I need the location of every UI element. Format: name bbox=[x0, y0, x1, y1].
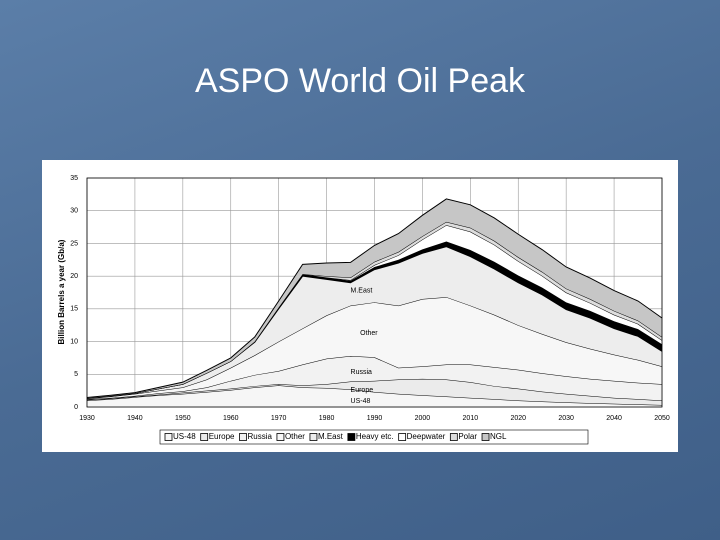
x-tick-label: 2050 bbox=[654, 415, 670, 422]
area-fill bbox=[87, 355, 662, 401]
legend-frame bbox=[159, 429, 589, 445]
legend-label: Other bbox=[285, 432, 305, 441]
legend-label: Deepwater bbox=[407, 432, 446, 441]
annotation: Other bbox=[360, 330, 378, 337]
y-tick-label: 15 bbox=[70, 306, 78, 313]
y-tick-label: 5 bbox=[74, 371, 78, 378]
area-fill bbox=[87, 378, 662, 406]
area-top-line bbox=[86, 198, 663, 399]
x-tick-label: 1990 bbox=[367, 415, 383, 422]
x-tick-label: 1970 bbox=[271, 415, 287, 422]
x-tick-label: 1960 bbox=[223, 415, 239, 422]
legend-swatch bbox=[276, 433, 285, 441]
y-tick-label: 35 bbox=[70, 175, 78, 182]
legend-swatch bbox=[481, 433, 490, 441]
legend-label: Heavy etc. bbox=[356, 432, 394, 441]
annotation: Europe bbox=[351, 387, 374, 394]
x-tick-label: 1980 bbox=[319, 415, 335, 422]
annotation: US-48 bbox=[351, 398, 371, 405]
y-tick-label: 0 bbox=[74, 404, 78, 411]
y-axis-label: Billion Barrels a year (Gb/a) bbox=[57, 239, 66, 344]
area-fill bbox=[87, 246, 662, 399]
legend-swatch bbox=[398, 433, 407, 441]
legend-swatch bbox=[347, 433, 356, 441]
legend-label: Europe bbox=[209, 432, 235, 441]
legend-label: M.East bbox=[318, 432, 344, 441]
legend-swatch bbox=[200, 433, 209, 441]
y-tick-label: 10 bbox=[70, 338, 78, 345]
legend-label: Russia bbox=[247, 432, 272, 441]
plot-frame bbox=[86, 177, 663, 408]
y-tick-label: 20 bbox=[70, 273, 78, 280]
y-tick-label: 30 bbox=[70, 208, 78, 215]
annotation: Russia bbox=[351, 369, 373, 376]
area-fill bbox=[87, 385, 662, 407]
legend-label: US-48 bbox=[173, 432, 196, 441]
legend-swatch bbox=[239, 433, 247, 441]
legend-swatch bbox=[164, 433, 173, 441]
y-tick-label: 25 bbox=[70, 240, 78, 247]
x-tick-label: 2030 bbox=[558, 415, 574, 422]
legend-swatch bbox=[449, 433, 458, 441]
slide-title: ASPO World Oil Peak bbox=[194, 62, 526, 100]
x-tick-label: 1930 bbox=[79, 415, 95, 422]
area-fill bbox=[87, 241, 662, 399]
legend-swatch bbox=[309, 433, 318, 441]
x-tick-label: 2040 bbox=[606, 415, 622, 422]
x-tick-label: 2020 bbox=[510, 415, 526, 422]
area-fill bbox=[87, 198, 662, 399]
annotation: M.East bbox=[351, 287, 373, 294]
legend: US-48 Europe Russia Other M.East Heavy etc. De… bbox=[159, 429, 589, 445]
x-tick-label: 1940 bbox=[127, 415, 143, 422]
area-fill bbox=[87, 297, 662, 400]
area-fill bbox=[87, 225, 662, 399]
x-tick-label: 1950 bbox=[175, 415, 191, 422]
legend-label: NGL bbox=[490, 432, 507, 441]
legend-label: Polar bbox=[458, 432, 477, 441]
x-tick-label: 2010 bbox=[463, 415, 479, 422]
x-tick-label: 2000 bbox=[415, 415, 431, 422]
